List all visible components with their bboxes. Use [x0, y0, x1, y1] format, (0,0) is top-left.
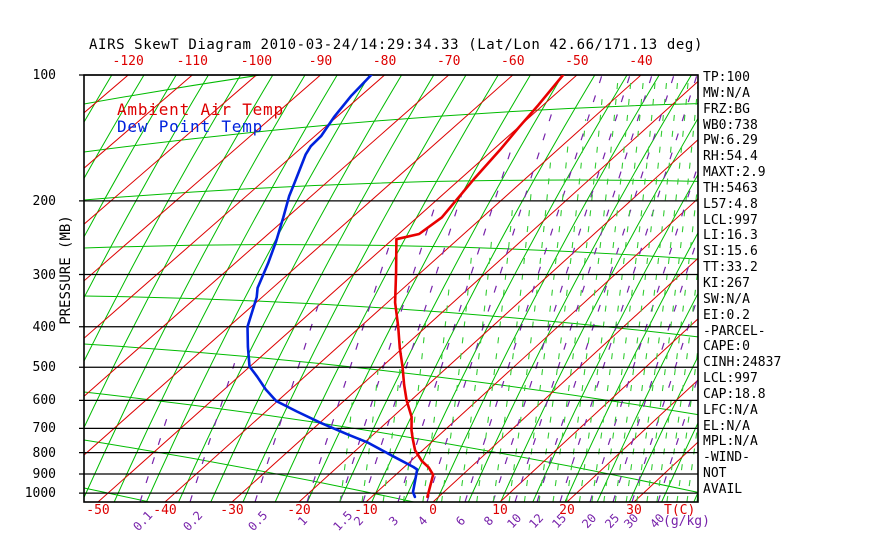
top-temp-tick--120: -120	[112, 54, 144, 69]
top-temp-tick--100: -100	[240, 54, 273, 69]
top-temp-tick--90: -90	[308, 54, 333, 69]
pressure-tick-200: 200	[32, 193, 56, 209]
pressure-axis-label: PRESSURE (MB)	[58, 215, 74, 325]
panel-stat: NOT	[703, 466, 727, 482]
panel-stat: TT:33.2	[703, 260, 758, 276]
pressure-tick-300: 300	[32, 267, 56, 283]
panel-stat: RH:54.4	[703, 149, 758, 165]
panel-stat: WB0:738	[703, 117, 758, 133]
top-temp-tick--110: -110	[176, 54, 208, 69]
legend-dew-point-temp: Dew Point Temp	[117, 117, 264, 136]
panel-stat: LI:16.3	[703, 228, 758, 244]
panel-stat: LCL:997	[703, 212, 758, 228]
pressure-gridlines	[79, 74, 699, 503]
panel-stat: EL:N/A	[703, 418, 750, 434]
panel-stat: AVAIL	[703, 481, 743, 497]
panel-stat: FRZ:BG	[703, 101, 750, 117]
panel-stat: TP:100	[703, 70, 750, 85]
panel-stat: L57:4.8	[703, 196, 758, 212]
page-title: AIRS SkewT Diagram 2010-03-24/14:29:34.3…	[89, 37, 703, 53]
panel-stat: MPL:N/A	[703, 434, 758, 450]
pressure-tick-500: 500	[32, 360, 56, 376]
panel-stat: EI:0.2	[703, 307, 750, 323]
bottom-temp-tick-20: 20	[559, 503, 575, 518]
top-temp-tick--60: -60	[501, 54, 525, 69]
panel-stat: MAXT:2.9	[703, 165, 766, 181]
pressure-tick-800: 800	[32, 445, 56, 461]
panel-stat: SI:15.6	[703, 244, 758, 260]
bottom-temp-tick-0: 0	[429, 503, 437, 518]
bottom-temp-tick--50: -50	[86, 503, 110, 518]
panel-stat: CAPE:0	[703, 339, 750, 355]
bottom-temp-tick--10: -10	[354, 503, 378, 518]
pressure-tick-700: 700	[32, 421, 56, 437]
ambient-air-temp-curve	[393, 75, 565, 499]
bottom-temp-tick--20: -20	[287, 503, 311, 518]
panel-stat: PW:6.29	[703, 133, 758, 149]
pressure-tick-400: 400	[32, 319, 56, 335]
dew-point-temp-curve	[246, 75, 419, 499]
legend-ambient-air-temp: Ambient Air Temp	[117, 100, 284, 119]
panel-stat: CAP:18.8	[703, 386, 766, 402]
top-temp-tick--50: -50	[565, 54, 589, 69]
panel-stat: MW:N/A	[703, 85, 750, 101]
pressure-tick-900: 900	[32, 467, 56, 482]
temp-axis-label: T(C)	[664, 503, 696, 518]
pressure-tick-100: 100	[32, 68, 56, 83]
bottom-temp-tick--40: -40	[153, 503, 177, 518]
panel-stat: KI:267	[703, 275, 750, 291]
stats-panel: TP:100 MW:N/A FRZ:BG WB0:738 PW:6.29 RH:54.4 M…	[703, 70, 868, 498]
panel-stat: -PARCEL-	[703, 323, 766, 339]
bottom-temp-tick-10: 10	[492, 503, 508, 518]
pressure-tick-600: 600	[32, 393, 56, 409]
panel-stat: TH:5463	[703, 180, 758, 196]
panel-stat: -WIND-	[703, 450, 750, 466]
top-temp-tick--70: -70	[436, 54, 461, 69]
panel-stat: SW:N/A	[703, 291, 750, 307]
bottom-temp-tick-30: 30	[626, 503, 642, 518]
panel-stat: CINH:24837	[703, 355, 782, 371]
panel-stat: LCL:997	[703, 371, 758, 387]
panel-stat: LFC:N/A	[703, 402, 758, 418]
mixing-ratio-axis-label: (g/kg)	[663, 514, 710, 529]
pressure-tick-1000: 1000	[24, 486, 56, 502]
top-temp-tick--40: -40	[629, 54, 653, 69]
bottom-temp-tick--30: -30	[220, 503, 244, 518]
top-temp-tick--80: -80	[372, 54, 397, 69]
